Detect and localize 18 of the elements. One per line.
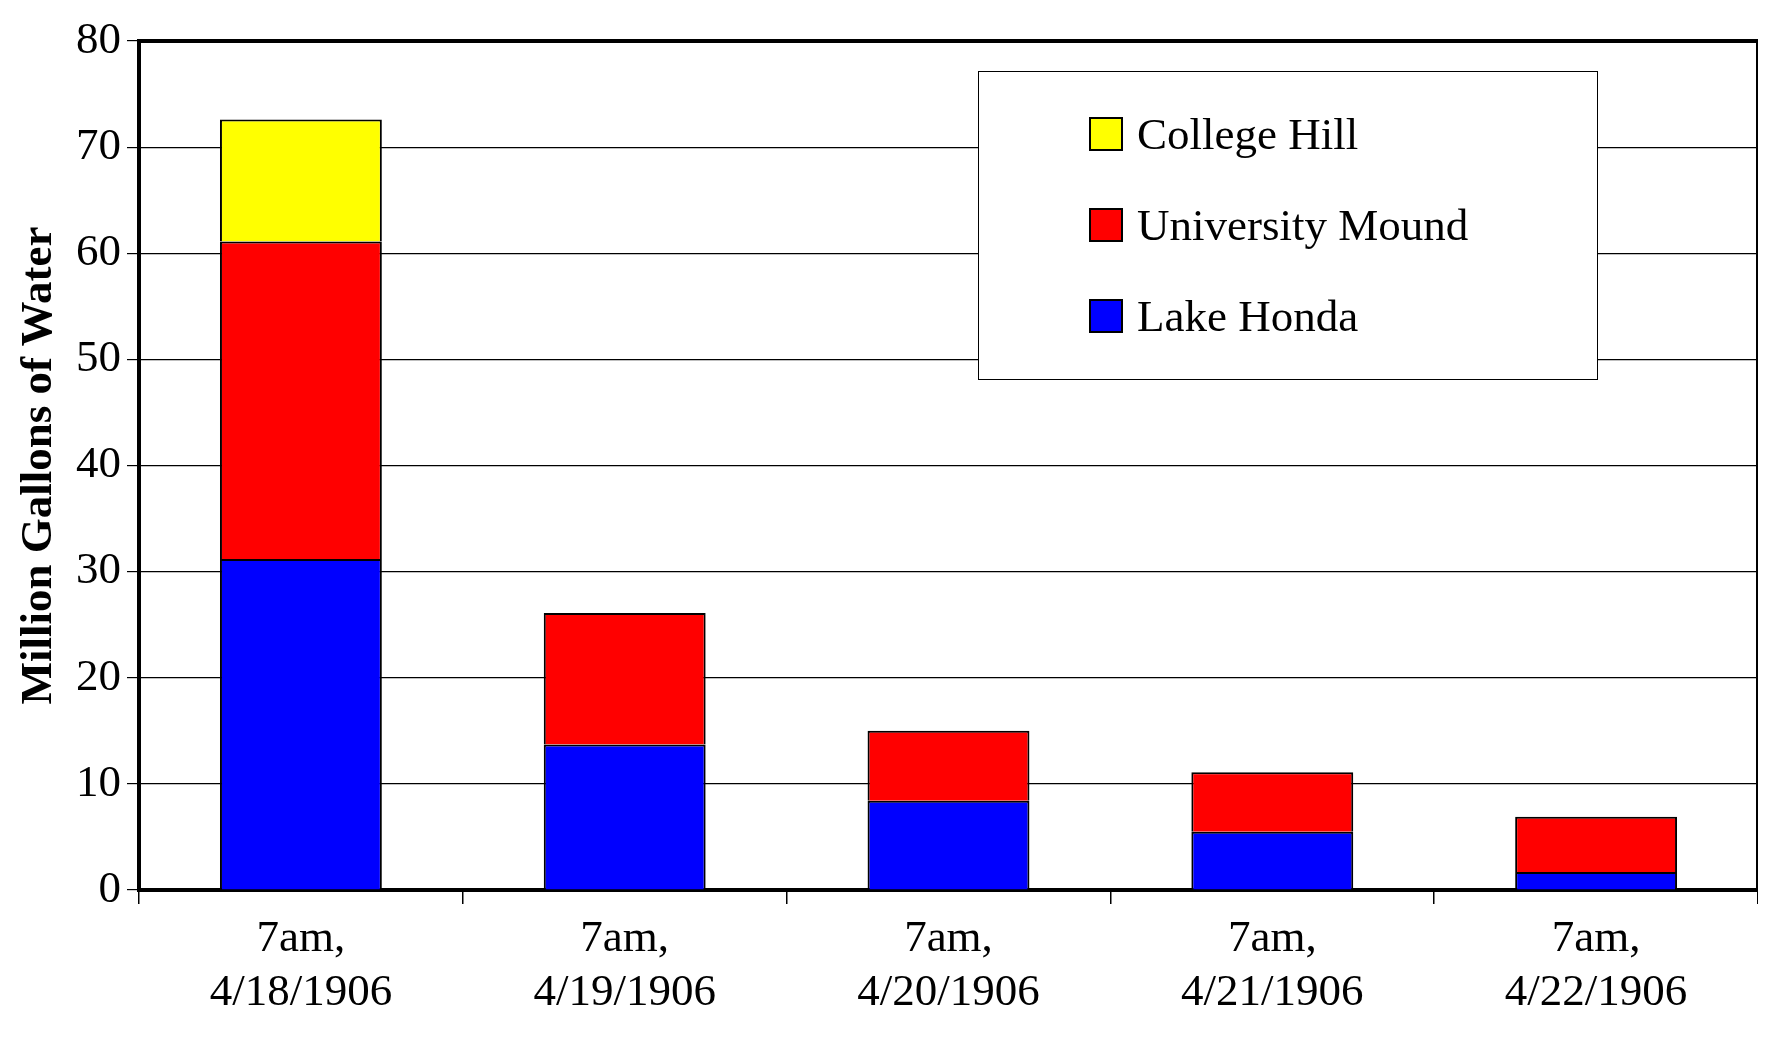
y-tick-label: 70 xyxy=(76,118,121,169)
legend-label: Lake Honda xyxy=(1137,289,1359,342)
x-tick-label: 7am, 4/22/1906 xyxy=(1504,910,1688,1015)
y-tick-label: 60 xyxy=(76,225,121,276)
y-tick-label: 20 xyxy=(76,649,121,700)
x-tick-label: 7am, 4/18/1906 xyxy=(209,910,393,1015)
x-tick-label: 7am, 4/20/1906 xyxy=(857,910,1040,1015)
y-tick-label: 10 xyxy=(76,755,121,806)
legend-label: University Mound xyxy=(1137,198,1469,251)
y-axis-title: Million Gallons of Water xyxy=(10,226,61,705)
x-tick-label: 7am, 4/19/1906 xyxy=(533,910,716,1015)
y-tick-label: 80 xyxy=(76,12,121,63)
y-tick-label: 40 xyxy=(76,437,121,488)
y-tick-label: 30 xyxy=(76,543,121,594)
y-tick-label: 50 xyxy=(76,331,121,382)
x-tick-label: 7am, 4/21/1906 xyxy=(1181,910,1364,1015)
legend-label: College Hill xyxy=(1137,107,1359,160)
y-tick-label: 0 xyxy=(98,861,121,912)
